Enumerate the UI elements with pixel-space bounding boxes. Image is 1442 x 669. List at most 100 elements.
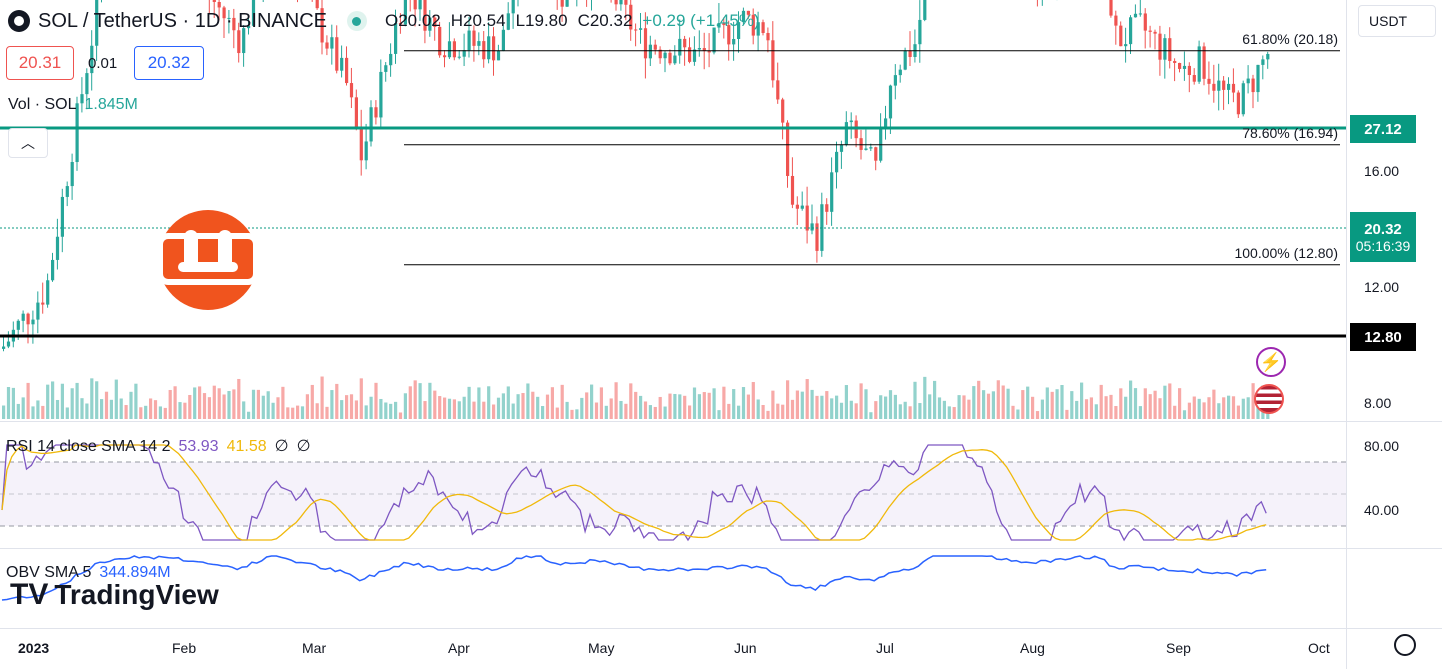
candle-body [908,50,912,57]
volume-bar [1143,388,1147,419]
candle-body [31,319,35,325]
volume-bar [447,398,452,419]
volume-bar [2,405,6,419]
candle-body [60,196,64,237]
volume-bar [781,404,785,419]
volume-bar [952,407,956,419]
volume-bar [766,410,770,419]
volume-bar [310,384,314,419]
volume-bar [457,401,461,419]
volume-bar [590,384,594,419]
candle-body [1119,25,1123,47]
volume-bar [893,394,897,419]
fibonacci-lines [404,50,1340,266]
candle-body [487,36,491,60]
volume-bar [575,409,579,419]
buy-price-button[interactable]: 20.32 [134,46,204,80]
volume-bar [844,385,848,419]
candle-body [462,50,466,57]
volume-bar [1251,383,1255,419]
volume-bar [1080,382,1084,419]
volume-bar [487,386,491,419]
volume-bar [70,388,74,419]
volume-bar [1241,398,1245,419]
volume-bar [403,393,407,419]
volume-bar [11,387,15,419]
volume-bar [526,383,530,419]
volume-bar [653,406,657,419]
candle-body [1158,33,1162,60]
volume-bar [286,407,290,419]
rsi-value: 53.93 [178,438,219,455]
volume-bar [389,403,393,419]
candle-body [75,103,79,163]
volume-bar [854,403,858,419]
tradingview-watermark: TV TradingView [10,578,219,612]
candle-body [389,53,393,66]
volume-bar [1109,394,1113,419]
bar-countdown: 05:16:39 [1355,237,1411,254]
candle-body [810,223,814,231]
candle-body [496,50,501,61]
candle-body [776,80,780,100]
market-status-icon[interactable] [346,11,367,31]
candle-body [1187,65,1191,76]
volume-bar [183,402,187,419]
collapse-legend-button[interactable]: ︿ [8,128,48,158]
volume-bar [898,404,902,419]
volume-bar [104,391,109,419]
volume-bar [433,390,437,419]
us-flag-icon[interactable] [1254,384,1284,414]
rsi-sma-value: 41.58 [226,438,267,455]
volume-bar [888,390,893,419]
volume-bar [982,390,986,419]
volume-bar [673,393,677,419]
candle-body [1197,46,1201,82]
volume-bar [761,405,765,419]
volume-bar [1217,403,1221,419]
candle-body [247,25,251,29]
settings-icon[interactable] [1394,634,1416,656]
currency-select[interactable]: USDT [1358,5,1436,37]
volume-bar [452,399,456,419]
symbol-title[interactable]: SOL / TetherUS · 1D · BINANCE [38,9,327,32]
candle-body [688,47,692,62]
sell-price-button[interactable]: 20.31 [6,46,74,80]
volume-bar [913,381,917,419]
volume-bar [648,405,652,419]
candle-body [805,205,809,231]
candle-body [722,22,726,26]
candle-body [472,30,476,46]
volume-bar [1231,396,1236,419]
volume-bar [928,394,932,419]
volume-bar [1006,388,1010,419]
candle-body [624,0,628,5]
volume-bar [300,406,305,419]
volume-bar [325,406,329,419]
volume-bar [482,401,486,419]
volume-bar [418,383,422,419]
volume-bar [359,378,363,419]
volume-bar [305,394,309,419]
volume-bar [580,397,584,419]
candle-body [1227,83,1231,90]
volume-bars [2,376,1270,419]
volume-bar [741,387,746,419]
candle-body [884,118,888,129]
volume-bar [496,397,501,419]
candle-body [227,17,231,19]
volume-bar [859,383,863,419]
candle-body [369,107,373,142]
candle-body [815,223,819,251]
volume-bar [560,384,564,419]
candle-body [467,30,471,51]
volume-bar [1158,398,1162,419]
tradingview-mark-icon: TV [10,578,49,611]
fib-label: 100.00% (12.80) [1234,244,1338,261]
volume-bar [879,395,883,419]
volume-bar [947,406,951,419]
lightning-icon[interactable]: ⚡ [1256,347,1286,377]
volume-bar [619,400,623,419]
volume-bar [1222,397,1226,419]
